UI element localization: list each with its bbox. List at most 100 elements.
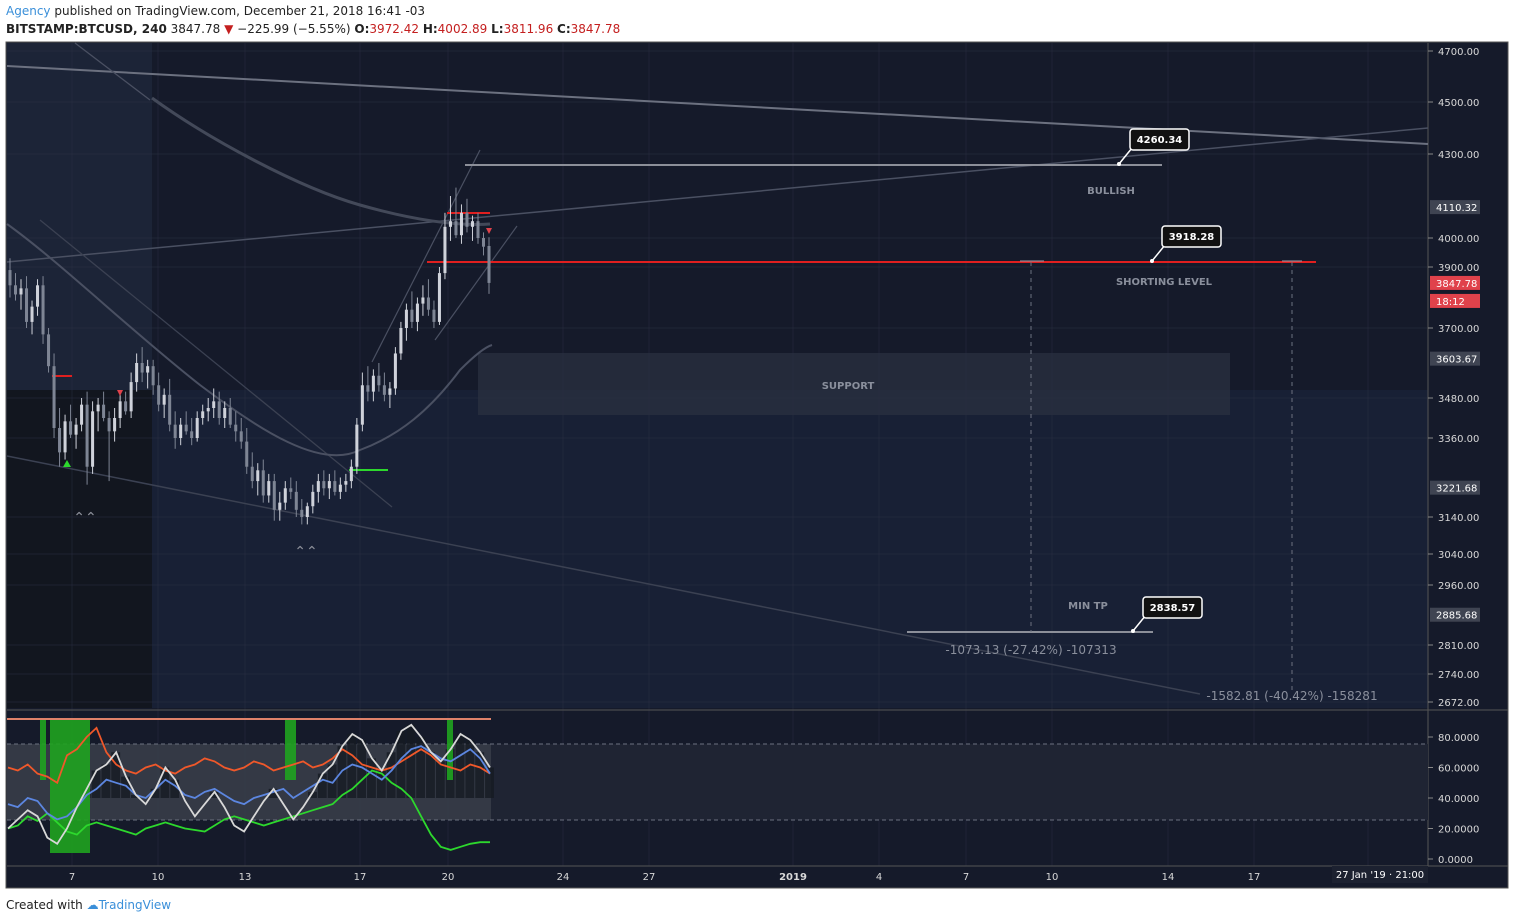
callout-min-tp[interactable]: 2838.57 bbox=[1131, 596, 1203, 633]
price-tick-label: 4700.00 bbox=[1438, 47, 1479, 58]
candle-body bbox=[327, 481, 331, 489]
price-axis[interactable]: 4700.00 4500.00 4300.00 4000.00 3900.00 3700.… bbox=[1428, 47, 1479, 709]
candle-body bbox=[19, 288, 23, 295]
candle-body bbox=[228, 408, 232, 425]
author-link[interactable]: Agency bbox=[6, 4, 51, 18]
osc-hist-bar bbox=[160, 767, 170, 798]
candle-body bbox=[333, 481, 337, 492]
candle-body bbox=[146, 366, 150, 373]
candle-body bbox=[410, 309, 414, 322]
candle-body bbox=[316, 481, 320, 492]
osc-hist-bar bbox=[435, 761, 445, 798]
ascending-trendline bbox=[6, 127, 1429, 263]
osc-hist-bar bbox=[268, 788, 278, 798]
callout-shorting[interactable]: 3918.28 bbox=[1150, 225, 1222, 263]
candle-body bbox=[91, 411, 95, 467]
callout-value: 4260.34 bbox=[1137, 135, 1183, 146]
candle-body bbox=[465, 212, 469, 227]
osc-hist-bar bbox=[367, 758, 376, 798]
price-badge-label: 18:12 bbox=[1436, 297, 1465, 308]
osc-hist-bar bbox=[406, 724, 416, 798]
price-tick-label: 2810.00 bbox=[1438, 641, 1479, 652]
candle-body bbox=[294, 491, 298, 510]
price-badge-label: 3847.78 bbox=[1436, 279, 1477, 290]
candle-body bbox=[36, 285, 40, 307]
measure-label: -1073.13 (-27.42%) -107313 bbox=[945, 643, 1116, 657]
candle-body bbox=[366, 385, 370, 392]
osc-tick-label: 0.0000 bbox=[1438, 855, 1473, 866]
osc-signal-bar bbox=[40, 720, 46, 780]
close-value: 3847.78 bbox=[570, 22, 621, 36]
osc-hist-bar bbox=[111, 752, 121, 798]
wedge-line bbox=[434, 225, 518, 341]
osc-series-line bbox=[7, 726, 491, 785]
high-label: H: bbox=[422, 22, 438, 36]
down-arrow-icon: ▼ bbox=[224, 22, 234, 36]
trendlines bbox=[6, 42, 1429, 695]
oscillator-pane bbox=[7, 718, 1428, 853]
candle-body bbox=[338, 484, 342, 492]
candle-body bbox=[85, 404, 89, 467]
osc-hist-bar bbox=[170, 779, 180, 798]
candle-body bbox=[74, 424, 78, 435]
low-label: L: bbox=[491, 22, 504, 36]
horizontal-gridlines bbox=[7, 50, 1428, 703]
close-label: C: bbox=[557, 22, 571, 36]
time-axis[interactable]: 710131720242720194710141721 bbox=[69, 872, 1375, 883]
candle-body bbox=[25, 288, 29, 322]
candle-body bbox=[190, 431, 194, 438]
osc-hist-bar bbox=[308, 791, 317, 798]
candle-body bbox=[382, 385, 386, 395]
price-badge bbox=[1430, 607, 1480, 622]
candle-body bbox=[421, 297, 425, 304]
tradingview-link[interactable]: TradingView bbox=[98, 898, 172, 912]
candle-body bbox=[311, 491, 315, 507]
candle-body bbox=[217, 401, 221, 418]
callout-value: 2838.57 bbox=[1150, 603, 1196, 614]
osc-hist-bar bbox=[416, 737, 426, 798]
candle-body bbox=[113, 418, 117, 432]
oscillator-band bbox=[491, 744, 1428, 820]
price-tick-label: 3040.00 bbox=[1438, 550, 1479, 561]
price-badge-label: 2885.68 bbox=[1436, 611, 1477, 622]
osc-hist-bar bbox=[347, 733, 357, 798]
osc-tick-label: 20.0000 bbox=[1438, 825, 1479, 836]
moving-average-200 bbox=[151, 96, 491, 226]
candle-body bbox=[173, 424, 177, 438]
double-chevron-up-icon: ⌃⌃ bbox=[294, 544, 317, 560]
time-tick-label: 13 bbox=[239, 872, 252, 883]
candle-body bbox=[459, 212, 463, 236]
candle-body bbox=[272, 481, 276, 510]
price-tick-label: 3360.00 bbox=[1438, 434, 1479, 445]
candle-body bbox=[179, 424, 183, 438]
candle-body bbox=[437, 273, 441, 322]
channel-line bbox=[39, 219, 393, 508]
last-price: 3847.78 bbox=[170, 22, 221, 36]
candle-body bbox=[239, 431, 243, 442]
price-badge bbox=[1430, 275, 1480, 290]
publish-line: Agency published on TradingView.com, Dec… bbox=[6, 4, 425, 18]
candle-body bbox=[223, 408, 227, 418]
osc-hist-bar bbox=[327, 764, 337, 798]
candle-body bbox=[195, 418, 199, 438]
price-tick-label: 2672.00 bbox=[1438, 698, 1479, 709]
measure-label: -1582.81 (-40.42%) -158281 bbox=[1206, 689, 1377, 703]
osc-tick-label: 80.0000 bbox=[1438, 733, 1479, 744]
candle-body bbox=[388, 388, 392, 395]
candle-body bbox=[234, 424, 238, 432]
oscillator-axis[interactable]: 80.0000 60.0000 40.0000 20.0000 0.0000 bbox=[1428, 733, 1479, 866]
osc-hist-bar bbox=[130, 794, 140, 798]
candle-body bbox=[41, 285, 45, 335]
candle-body bbox=[151, 366, 155, 386]
time-tick-label: 17 bbox=[1248, 872, 1261, 883]
candle-body bbox=[13, 285, 18, 295]
price-tick-label: 3140.00 bbox=[1438, 513, 1479, 524]
candle-body bbox=[107, 418, 111, 432]
callout-bullish[interactable]: 4260.34 bbox=[1117, 128, 1190, 166]
candle-body bbox=[470, 221, 474, 227]
candle-body bbox=[69, 421, 73, 435]
osc-hist-bar bbox=[475, 752, 485, 798]
price-tick-label: 2960.00 bbox=[1438, 581, 1479, 592]
lower-channel-line bbox=[6, 455, 1201, 695]
